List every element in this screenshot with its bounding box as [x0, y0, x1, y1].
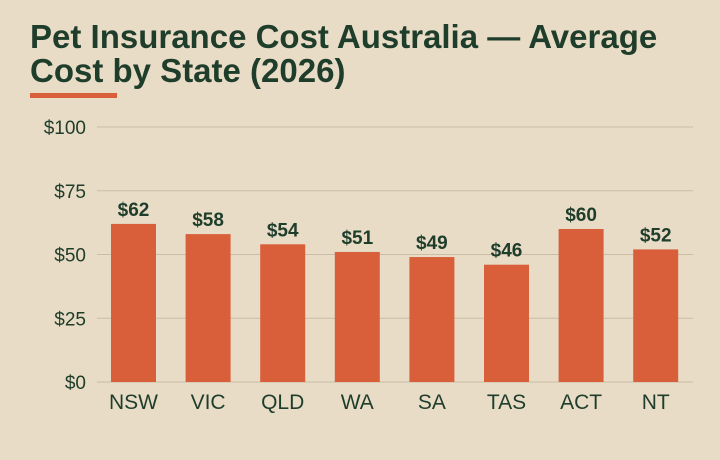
value-label-vic: $58 — [192, 210, 224, 231]
y-tick-label: $25 — [54, 309, 86, 330]
value-label-qld: $54 — [267, 220, 299, 241]
value-label-wa: $51 — [341, 228, 373, 249]
page-title: Pet Insurance Cost Australia — Average C… — [30, 18, 658, 89]
y-axis-ticks: $0 $25 $50 $75 $100 — [44, 118, 86, 394]
value-label-sa: $49 — [416, 233, 448, 254]
bars — [111, 223, 679, 382]
bar-act — [558, 229, 604, 382]
value-label-nsw: $62 — [118, 200, 150, 221]
value-labels: $62 $58 $54 $51 $49 $46 $60 $52 — [118, 200, 672, 262]
y-tick-label: $100 — [44, 118, 86, 139]
value-label-tas: $46 — [491, 241, 523, 262]
title-underline — [30, 93, 117, 98]
y-tick-label: $75 — [54, 182, 86, 203]
category-label-act: ACT — [560, 391, 602, 414]
bar-wa — [334, 251, 380, 382]
value-label-act: $60 — [565, 205, 597, 226]
bar-qld — [260, 244, 306, 382]
category-label-wa: WA — [341, 391, 374, 414]
y-tick-label: $50 — [54, 246, 86, 267]
bar-tas — [484, 264, 529, 382]
bar-sa — [409, 257, 455, 382]
category-label-tas: TAS — [487, 391, 526, 414]
value-label-nt: $52 — [640, 225, 672, 246]
category-label-qld: QLD — [261, 391, 304, 414]
category-label-nt: NT — [642, 391, 670, 414]
category-label-vic: VIC — [191, 391, 226, 414]
category-label-nsw: NSW — [109, 391, 158, 414]
y-tick-label: $0 — [65, 373, 86, 394]
category-label-sa: SA — [418, 391, 446, 414]
bar-vic — [185, 234, 231, 382]
category-labels: NSW VIC QLD WA SA TAS ACT NT — [109, 391, 670, 414]
bar-nt — [633, 249, 679, 382]
bar-nsw — [111, 223, 156, 382]
